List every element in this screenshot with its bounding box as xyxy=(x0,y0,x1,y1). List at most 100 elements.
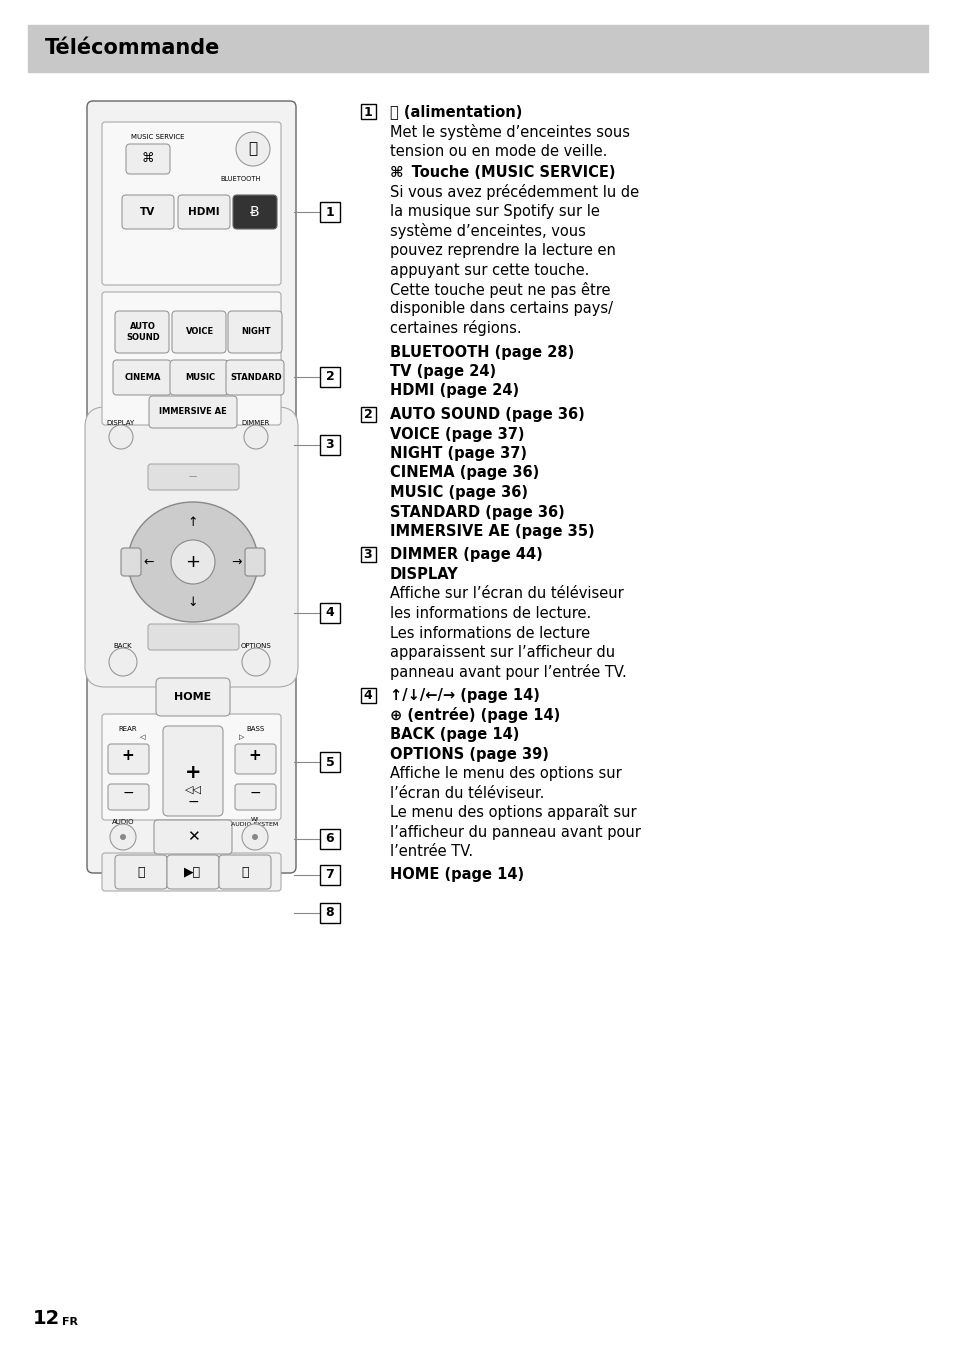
FancyBboxPatch shape xyxy=(148,464,239,490)
FancyBboxPatch shape xyxy=(233,195,276,229)
Text: HOME (page 14): HOME (page 14) xyxy=(390,867,523,882)
Text: DIMMER: DIMMER xyxy=(241,421,270,426)
FancyBboxPatch shape xyxy=(112,360,171,395)
Circle shape xyxy=(109,425,132,449)
Text: Ƀ: Ƀ xyxy=(250,205,259,218)
FancyBboxPatch shape xyxy=(319,202,339,223)
Text: VOICE (page 37): VOICE (page 37) xyxy=(390,426,524,441)
FancyBboxPatch shape xyxy=(163,726,223,816)
FancyBboxPatch shape xyxy=(85,407,297,687)
FancyBboxPatch shape xyxy=(102,854,281,892)
Text: IMMERSIVE AE: IMMERSIVE AE xyxy=(159,407,227,417)
FancyBboxPatch shape xyxy=(319,366,339,387)
Text: Affiche sur l’écran du téléviseur: Affiche sur l’écran du téléviseur xyxy=(390,586,623,601)
Text: BACK: BACK xyxy=(113,643,132,649)
FancyBboxPatch shape xyxy=(360,547,375,562)
Text: BASS: BASS xyxy=(247,726,265,731)
Text: CINEMA: CINEMA xyxy=(125,373,161,381)
FancyBboxPatch shape xyxy=(219,855,271,889)
FancyBboxPatch shape xyxy=(115,855,167,889)
Text: MUSIC (page 36): MUSIC (page 36) xyxy=(390,484,527,499)
FancyBboxPatch shape xyxy=(102,122,281,285)
Text: Si vous avez précédemment lu de: Si vous avez précédemment lu de xyxy=(390,185,639,199)
Text: ⏮: ⏮ xyxy=(137,866,145,878)
Text: 4: 4 xyxy=(325,607,334,620)
FancyBboxPatch shape xyxy=(319,864,339,885)
Text: panneau avant pour l’entrée TV.: panneau avant pour l’entrée TV. xyxy=(390,664,626,680)
Text: pouvez reprendre la lecture en: pouvez reprendre la lecture en xyxy=(390,243,616,258)
FancyBboxPatch shape xyxy=(319,829,339,849)
FancyBboxPatch shape xyxy=(122,195,173,229)
Circle shape xyxy=(242,649,270,676)
Text: +: + xyxy=(185,763,201,782)
Text: BACK (page 14): BACK (page 14) xyxy=(390,727,518,742)
Text: 2: 2 xyxy=(363,408,372,421)
Text: MUSIC SERVICE: MUSIC SERVICE xyxy=(131,134,184,140)
Text: ↑: ↑ xyxy=(188,516,198,528)
Text: TV (page 24): TV (page 24) xyxy=(390,364,496,379)
FancyBboxPatch shape xyxy=(153,820,232,854)
Text: HDMI (page 24): HDMI (page 24) xyxy=(390,384,518,399)
Text: DIMMER (page 44): DIMMER (page 44) xyxy=(390,547,542,563)
Text: AUTO SOUND (page 36): AUTO SOUND (page 36) xyxy=(390,407,584,422)
Text: +: + xyxy=(185,554,200,571)
Text: −: − xyxy=(249,786,260,801)
Text: FR: FR xyxy=(62,1318,78,1327)
FancyBboxPatch shape xyxy=(319,752,339,772)
Text: 3: 3 xyxy=(325,438,334,452)
Text: Met le système d’enceintes sous: Met le système d’enceintes sous xyxy=(390,123,629,140)
Text: NIGHT: NIGHT xyxy=(241,327,271,337)
Text: l’entrée TV.: l’entrée TV. xyxy=(390,844,473,859)
FancyBboxPatch shape xyxy=(149,396,236,427)
FancyBboxPatch shape xyxy=(126,144,170,174)
FancyBboxPatch shape xyxy=(234,744,275,773)
Text: MUSIC: MUSIC xyxy=(185,373,214,381)
Text: ⊕ (entrée) (page 14): ⊕ (entrée) (page 14) xyxy=(390,707,559,723)
FancyBboxPatch shape xyxy=(178,195,230,229)
FancyBboxPatch shape xyxy=(156,678,230,716)
Bar xyxy=(28,24,927,72)
Text: +: + xyxy=(249,748,261,763)
Text: ↓: ↓ xyxy=(188,596,198,608)
Text: 5: 5 xyxy=(325,756,334,768)
FancyBboxPatch shape xyxy=(102,714,281,820)
Text: Cette touche peut ne pas être: Cette touche peut ne pas être xyxy=(390,281,610,297)
Text: 1: 1 xyxy=(363,106,372,118)
Text: OPTIONS: OPTIONS xyxy=(240,643,271,649)
Text: HOME: HOME xyxy=(174,692,212,702)
FancyBboxPatch shape xyxy=(319,436,339,455)
FancyBboxPatch shape xyxy=(108,744,149,773)
FancyBboxPatch shape xyxy=(167,855,219,889)
Text: 1: 1 xyxy=(325,205,334,218)
Text: VOICE: VOICE xyxy=(186,327,213,337)
Circle shape xyxy=(171,540,214,584)
Text: Affiche le menu des options sur: Affiche le menu des options sur xyxy=(390,765,621,782)
Text: certaines régions.: certaines régions. xyxy=(390,320,521,337)
Text: TV: TV xyxy=(140,208,155,217)
Text: ←: ← xyxy=(144,555,154,569)
Circle shape xyxy=(252,835,257,840)
Text: BLUETOOTH (page 28): BLUETOOTH (page 28) xyxy=(390,345,574,360)
FancyBboxPatch shape xyxy=(226,360,284,395)
Text: 7: 7 xyxy=(325,868,334,882)
Text: les informations de lecture.: les informations de lecture. xyxy=(390,607,591,622)
Text: Les informations de lecture: Les informations de lecture xyxy=(390,626,590,641)
FancyBboxPatch shape xyxy=(360,688,375,703)
Text: CINEMA (page 36): CINEMA (page 36) xyxy=(390,465,538,480)
Text: ⌘: ⌘ xyxy=(142,152,154,166)
Text: la musique sur Spotify sur le: la musique sur Spotify sur le xyxy=(390,204,599,218)
Text: →: → xyxy=(232,555,242,569)
Text: DISPLAY: DISPLAY xyxy=(107,421,135,426)
Text: l’écran du téléviseur.: l’écran du téléviseur. xyxy=(390,786,544,801)
FancyBboxPatch shape xyxy=(87,100,295,873)
FancyBboxPatch shape xyxy=(245,548,265,575)
Text: appuyant sur cette touche.: appuyant sur cette touche. xyxy=(390,262,589,277)
Text: ⌘  Touche (MUSIC SERVICE): ⌘ Touche (MUSIC SERVICE) xyxy=(390,166,615,180)
Text: REAR: REAR xyxy=(118,726,137,731)
Text: ▷: ▷ xyxy=(238,734,244,740)
Text: OPTIONS (page 39): OPTIONS (page 39) xyxy=(390,746,548,761)
FancyBboxPatch shape xyxy=(360,104,375,119)
Text: Le menu des options apparaît sur: Le menu des options apparaît sur xyxy=(390,805,636,821)
Text: tension ou en mode de veille.: tension ou en mode de veille. xyxy=(390,144,607,159)
Text: HDMI: HDMI xyxy=(188,208,219,217)
